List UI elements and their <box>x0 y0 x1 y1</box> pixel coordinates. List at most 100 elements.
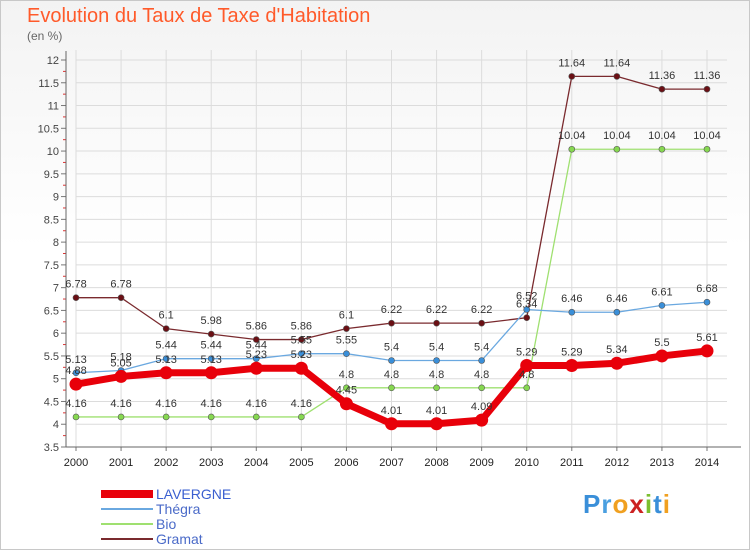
data-label: 6.78 <box>65 279 86 291</box>
data-point <box>204 366 218 380</box>
data-label: 6.68 <box>696 283 717 295</box>
data-label: 10.04 <box>558 130 586 142</box>
data-point <box>249 361 263 375</box>
data-label: 4.16 <box>110 398 131 410</box>
series-points <box>69 73 714 431</box>
chart-title: Evolution du Taux de Taxe d'Habitation <box>27 5 371 27</box>
data-label: 6.22 <box>471 304 492 316</box>
data-point <box>658 302 666 309</box>
data-point <box>610 356 624 370</box>
data-label: 6.61 <box>651 286 672 298</box>
y-tick-label: 11 <box>48 101 59 113</box>
data-label: 6.22 <box>381 304 402 316</box>
data-label: 4.16 <box>155 398 176 410</box>
data-point <box>385 417 398 431</box>
data-label: 4.16 <box>291 398 312 410</box>
x-tick-label: 2009 <box>469 457 493 469</box>
data-point <box>703 298 711 306</box>
y-tick-label: 12 <box>47 55 59 67</box>
data-point <box>658 145 666 153</box>
data-point <box>207 330 215 338</box>
legend-label: Bio <box>156 516 177 532</box>
y-tick-label: 5 <box>53 374 59 386</box>
data-point <box>523 314 531 321</box>
y-tick-label: 10 <box>47 146 59 158</box>
data-label: 5.44 <box>155 340 176 352</box>
y-tick-label: 9.5 <box>44 169 59 181</box>
data-label: 10.04 <box>648 130 676 142</box>
x-tick-label: 2006 <box>334 457 358 469</box>
data-label: 4.01 <box>426 405 447 417</box>
data-label: 5.55 <box>291 335 312 347</box>
data-point <box>568 145 576 153</box>
data-label: 5.18 <box>110 352 131 364</box>
data-label: 5.34 <box>606 344 627 356</box>
data-point <box>252 413 260 421</box>
data-label: 5.61 <box>696 332 717 344</box>
x-tick-label: 2013 <box>650 457 674 469</box>
data-label: 5.86 <box>291 321 312 333</box>
data-label: 4.01 <box>381 405 402 417</box>
data-point <box>162 325 170 332</box>
y-tick-label: 4.5 <box>44 396 59 408</box>
data-point <box>343 384 350 392</box>
data-label: 5.44 <box>246 340 267 352</box>
data-point <box>433 319 440 327</box>
data-label: 5.4 <box>384 341 399 353</box>
data-label: 6.78 <box>110 279 131 291</box>
data-point <box>117 413 125 421</box>
data-point <box>655 349 669 363</box>
data-label: 6.22 <box>426 304 447 316</box>
axis-layer: 3.5 4 4.5 5 5.5 6 6.5 7 7.5 8 8.5 9 9.5 10 10.5 11 11.5 1… <box>38 51 741 469</box>
y-tick-label: 6.5 <box>44 305 59 317</box>
data-point <box>69 377 83 391</box>
data-point <box>388 319 395 327</box>
data-label: 5.4 <box>429 341 444 353</box>
data-point <box>433 384 440 392</box>
data-point <box>613 73 621 80</box>
data-point <box>162 355 170 362</box>
logo-letter: o <box>612 489 630 519</box>
data-point <box>703 85 711 93</box>
data-point <box>252 336 260 343</box>
data-label: 5.13 <box>201 354 222 366</box>
data-label: 4.45 <box>336 385 357 397</box>
x-tick-label: 2005 <box>289 457 313 469</box>
y-tick-label: 4 <box>53 419 59 431</box>
data-labels: 6.78 6.78 6.1 5.98 5.86 5.86 6.1 6.22 6.22 6.22 6.… <box>65 57 720 416</box>
data-point <box>388 384 395 392</box>
y-tick-label: 8.5 <box>44 214 59 226</box>
data-label: 6.1 <box>339 310 354 322</box>
data-label: 11.64 <box>603 57 630 69</box>
y-tick-label: 5.5 <box>44 351 59 363</box>
data-point <box>658 85 666 93</box>
data-label: 6.34 <box>516 299 537 311</box>
data-point <box>298 336 305 343</box>
x-tick-label: 2014 <box>695 457 719 469</box>
legend-swatch <box>101 538 153 540</box>
data-label: 5.29 <box>516 347 537 359</box>
data-point <box>159 366 173 380</box>
data-label: 6.1 <box>158 310 173 322</box>
data-point <box>72 294 80 301</box>
chart-subtitle: (en %) <box>27 29 63 43</box>
logo-letter: t <box>653 489 663 519</box>
data-point <box>520 359 534 373</box>
data-label: 4.8 <box>384 369 399 381</box>
data-label: 4.09 <box>471 401 492 413</box>
data-label: 5.05 <box>110 357 131 369</box>
y-tick-label: 3.5 <box>44 442 59 454</box>
y-tick-label: 7.5 <box>44 260 59 272</box>
data-point <box>72 413 80 421</box>
x-tick-label: 2007 <box>379 457 403 469</box>
data-label: 10.04 <box>603 130 631 142</box>
x-tick-label: 2012 <box>605 457 629 469</box>
logo-letter: r <box>601 489 613 519</box>
data-point <box>388 357 395 364</box>
data-label: 5.55 <box>336 335 357 347</box>
x-tick-label: 2000 <box>64 457 88 469</box>
data-label: 5.86 <box>246 321 267 333</box>
data-point <box>207 355 215 362</box>
